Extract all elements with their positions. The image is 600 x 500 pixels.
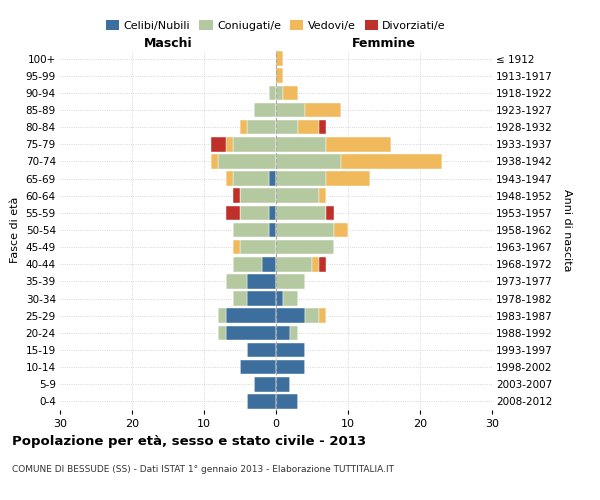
Text: Femmine: Femmine (352, 37, 416, 50)
Bar (326, 206, 334, 220)
Text: Maschi: Maschi (143, 37, 193, 50)
Bar (233, 222, 269, 238)
Bar (276, 326, 290, 340)
Bar (276, 308, 305, 323)
Bar (254, 102, 276, 118)
Text: Popolazione per età, sesso e stato civile - 2013: Popolazione per età, sesso e stato civil… (12, 435, 366, 448)
Bar (233, 292, 247, 306)
Bar (226, 172, 233, 186)
Bar (334, 222, 348, 238)
Bar (276, 102, 305, 118)
Bar (247, 342, 276, 357)
Bar (276, 377, 290, 392)
Bar (240, 120, 247, 134)
Bar (247, 120, 276, 134)
Bar (276, 292, 283, 306)
Bar (240, 360, 276, 374)
Bar (240, 188, 276, 203)
Bar (226, 206, 240, 220)
Bar (226, 137, 233, 152)
Bar (254, 377, 276, 392)
Bar (326, 172, 370, 186)
Bar (276, 394, 298, 408)
Bar (233, 257, 262, 272)
Bar (218, 308, 226, 323)
Y-axis label: Anni di nascita: Anni di nascita (562, 188, 572, 271)
Bar (269, 222, 276, 238)
Bar (276, 154, 341, 168)
Bar (247, 394, 276, 408)
Y-axis label: Fasce di età: Fasce di età (10, 197, 20, 263)
Bar (276, 360, 305, 374)
Bar (319, 308, 326, 323)
Bar (319, 120, 326, 134)
Bar (276, 120, 298, 134)
Bar (276, 222, 334, 238)
Bar (233, 172, 269, 186)
Bar (226, 326, 276, 340)
Bar (233, 188, 240, 203)
Bar (269, 172, 276, 186)
Bar (247, 292, 276, 306)
Bar (276, 188, 319, 203)
Bar (276, 68, 283, 83)
Bar (312, 257, 319, 272)
Bar (276, 274, 305, 288)
Bar (233, 137, 276, 152)
Bar (240, 240, 276, 254)
Text: COMUNE DI BESSUDE (SS) - Dati ISTAT 1° gennaio 2013 - Elaborazione TUTTITALIA.IT: COMUNE DI BESSUDE (SS) - Dati ISTAT 1° g… (12, 465, 394, 474)
Bar (341, 154, 442, 168)
Bar (233, 240, 240, 254)
Bar (211, 154, 218, 168)
Bar (305, 308, 319, 323)
Bar (276, 257, 312, 272)
Bar (218, 326, 226, 340)
Bar (283, 292, 298, 306)
Bar (305, 102, 341, 118)
Bar (211, 137, 226, 152)
Bar (319, 257, 326, 272)
Bar (218, 154, 276, 168)
Bar (276, 86, 283, 100)
Bar (283, 86, 298, 100)
Bar (276, 206, 326, 220)
Bar (226, 308, 276, 323)
Bar (240, 206, 269, 220)
Bar (276, 240, 334, 254)
Bar (269, 86, 276, 100)
Bar (276, 342, 305, 357)
Bar (276, 52, 283, 66)
Bar (262, 257, 276, 272)
Bar (269, 206, 276, 220)
Bar (276, 172, 326, 186)
Bar (276, 137, 326, 152)
Bar (247, 274, 276, 288)
Legend: Celibi/Nubili, Coniugati/e, Vedovi/e, Divorziati/e: Celibi/Nubili, Coniugati/e, Vedovi/e, Di… (101, 16, 451, 35)
Bar (290, 326, 298, 340)
Bar (319, 188, 326, 203)
Bar (298, 120, 319, 134)
Bar (326, 137, 391, 152)
Bar (226, 274, 247, 288)
